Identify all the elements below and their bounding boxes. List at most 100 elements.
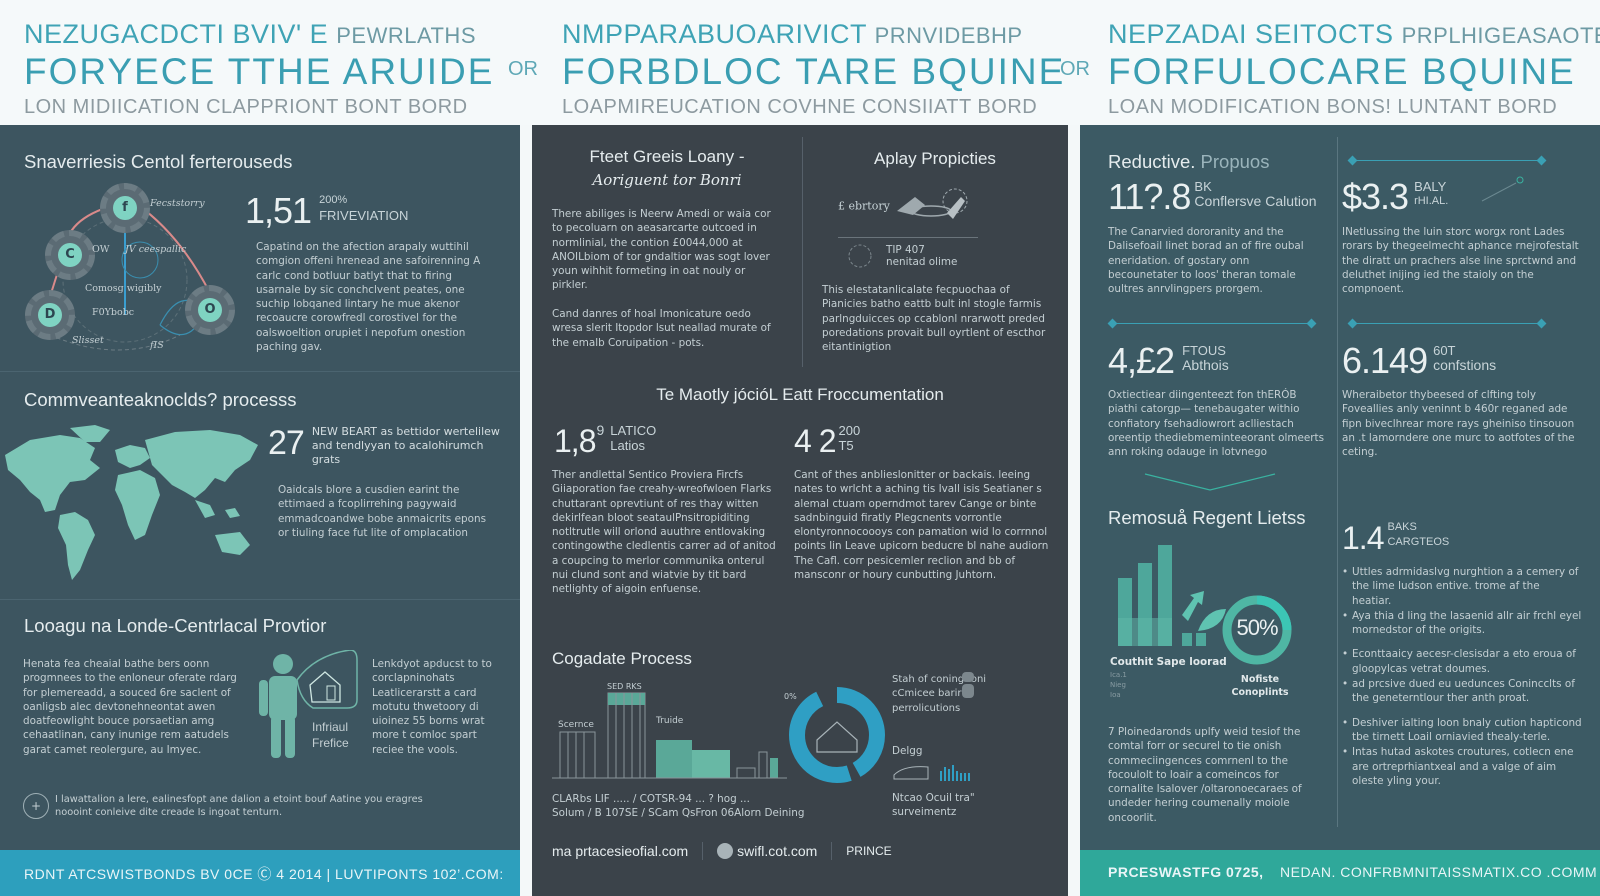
article-title: Aplay Propicties	[874, 149, 996, 168]
page-header: NEZUGACDCTI BVIV' E PEWRLATHS FORYECE TT…	[0, 0, 1600, 125]
list-item: Intas hutad askotes croutures, cotlecn e…	[1342, 745, 1582, 788]
footer-link[interactable]: ma prtacesieofial.com	[552, 843, 689, 859]
sub-label: TIP 407	[886, 243, 925, 256]
diagram-label: fIS	[150, 340, 164, 351]
header-title: FORBDLOC TARE BQUINE	[562, 51, 1066, 92]
article-body: Cand danres of hoal Imonicature oedo wre…	[552, 308, 771, 349]
header-subtitle: LON MIDIICATION CLAPPRIONT BONT BORD	[24, 96, 468, 118]
figure-label: Infriaul Frefice	[312, 720, 349, 750]
stat-label: FRIVEVIATION	[319, 208, 409, 223]
stat-label: rHI.AL.	[1414, 195, 1449, 207]
footer-bar: RDNT ATCSWISTBONDS BV 0CE Ⓒ 4 2014 | LUV…	[0, 850, 520, 896]
section-title: Te Maotly jócióL Eatt Froccumentation	[656, 385, 944, 404]
stat-block: 4,£2 FTOUS Abthois	[1108, 343, 1229, 379]
header-subtitle: LOAPMIREUCATION COVHNE CONSIIATT BORD	[562, 96, 1038, 118]
gear-icon: D	[25, 290, 75, 340]
section-divider	[0, 371, 520, 372]
section-title: Remosuå Regent Lietss	[1108, 507, 1306, 528]
section-divider	[0, 599, 520, 600]
legend-item: Nieg	[1110, 681, 1126, 689]
legend-item: Ioa	[1110, 691, 1121, 699]
section-body-right: Lenkdyot apducst to to corclapninohats L…	[372, 658, 492, 756]
column-1: Snaverriesis Centol ferterouseds f C D O…	[0, 125, 520, 896]
property-icon-row: £ ebrtory	[838, 187, 975, 223]
article-body: There abiliges is Neerw Amedi or waia co…	[552, 208, 771, 292]
stat-number: 1,8	[554, 423, 596, 459]
legend-item: Ica.1	[1110, 671, 1127, 679]
list-item: Aya thia d ling the lasaenid allr air fr…	[1342, 609, 1582, 638]
stat-block: 27 NEW BEART as bettidor wertelilew and …	[268, 425, 502, 467]
chart-label: SED RKS	[607, 682, 642, 691]
section-title: Looagu na Londe-Centrlacal Provtior	[24, 615, 327, 636]
stat-label: NEW BEART as bettidor wertelilew and ten…	[311, 425, 500, 466]
key-icon	[896, 188, 968, 219]
stat-block: 4 2 200 T5	[794, 423, 860, 459]
bullet-list: Uttles adrmidaslvg nurghtion a a cemery …	[1342, 565, 1582, 789]
header-panel-3: NEPZADAI SEITOCTS PRPLHIGEASAOTE FORFULO…	[1108, 18, 1600, 120]
footer-link[interactable]: PRINCE	[846, 844, 892, 858]
footer-text[interactable]: RDNT ATCSWISTBONDS BV 0CE Ⓒ 4 2014 | LUV…	[24, 866, 504, 882]
stat-label: BAKS	[1387, 521, 1417, 533]
stat-label: FTOUS	[1182, 343, 1226, 358]
column-2: Fteet Greeis Loany - Aoriguent tor Bonri…	[532, 125, 1068, 896]
decorative-line	[1112, 323, 1312, 324]
stat-block: 11?.8 BK Conflersve Calution	[1108, 179, 1317, 215]
gear-icon: C	[45, 230, 95, 280]
plus-circle-icon[interactable]: +	[23, 793, 49, 819]
stat-number: 11?.8	[1108, 176, 1191, 217]
list-item: Econttaaicy aecesr-clesisdar a eto eroua…	[1342, 647, 1582, 676]
mini-chart-icon	[892, 761, 982, 787]
side-text: Stah of coningtioni cCmicee barir perrol…	[892, 674, 987, 714]
sub-label-row: TIP 407 nenitad olime	[842, 243, 957, 269]
or-separator: OR	[1060, 58, 1090, 80]
list-item: Deshiver ialting loon bnaly cution hapti…	[1342, 716, 1582, 745]
stat-label: Latios	[610, 438, 645, 453]
chart-caption: Solum / B 107SE / SCam QsFron 06Alorn De…	[552, 807, 805, 819]
sub-label: nenitad olime	[886, 255, 958, 268]
growth-bar-chart	[1110, 543, 1250, 648]
article-heading: Fteet Greeis Loany - Aoriguent tor Bonri	[532, 147, 802, 189]
section-body: Henata fea cheaial bathe bers oonn progm…	[23, 658, 237, 756]
donut-chart: 0%	[782, 680, 892, 790]
person-icon	[962, 672, 982, 700]
header-kicker: NEZUGACDCTI BVIV' E PEWRLATHS	[24, 19, 476, 49]
stat-superscript: BK	[1194, 179, 1212, 194]
stat-label: CARGTEOS	[1387, 536, 1450, 548]
column-divider	[1337, 137, 1338, 827]
stat-block: 1.4 BAKS CARGTEOS	[1342, 520, 1449, 556]
person-house-icon	[255, 649, 365, 760]
progress-donut: 50%	[1220, 593, 1294, 667]
info-note: + I lawattalion a lere, ealinesfopt ane …	[23, 793, 435, 819]
header-kicker: NMPPARABUOARIVICT PRNVIDEBHP	[562, 19, 1023, 49]
diagram-label: Fecststorry	[150, 198, 205, 209]
stat-block: 1,8 9 LATICO Latios	[554, 423, 657, 460]
stat-number: 1.4	[1342, 520, 1384, 556]
stat-label: BALY	[1414, 179, 1447, 194]
stat-number: $3.3	[1342, 176, 1409, 217]
note-text: I lawattalion a lere, ealinesfopt ane da…	[55, 794, 423, 818]
header-title: FORFULOCARE BQUINE	[1108, 51, 1576, 92]
decorative-line	[1352, 323, 1542, 324]
chart-legend: Ica.1 Nieg Ioa	[1110, 670, 1127, 700]
footer-link[interactable]: swifl.cot.com	[737, 843, 818, 859]
section-body: Oaidcals blore a cusdien earint the etti…	[278, 484, 486, 539]
side-label: Delgg	[892, 745, 923, 757]
diagram-label: Slisset	[72, 335, 104, 346]
gear-icon: O	[185, 285, 235, 335]
article-subtitle: Aoriguent tor Bonri	[592, 171, 742, 189]
footer-text[interactable]: PRCESWASTFG 0725,	[1108, 864, 1264, 880]
section-body: The Canarvied dororanity and the Dalisef…	[1108, 226, 1304, 296]
section-title: Commveanteaknoclds? processs	[24, 389, 297, 410]
stat-block: 6.149 60T confstions	[1342, 343, 1496, 379]
side-caption: Ntcao Ocuil tra" surveimentz	[892, 792, 975, 819]
footer-bar: PRCESWASTFG 0725, NEDAN. CONFRBMNITAISSM…	[1080, 850, 1600, 896]
diagram-label: JV ceespallic	[125, 244, 187, 255]
section-title: Cogadate Process	[552, 649, 692, 668]
decorative-line	[1352, 160, 1542, 161]
stat-number: 6.149	[1342, 340, 1428, 381]
footer-link[interactable]: NEDAN. CONFRBMNITAISSMATIX.CO .COMM	[1280, 864, 1598, 880]
section-body: Wheraibetor thybeesed of clfting toly Fo…	[1342, 389, 1575, 459]
diagram-label: F0Ybobc	[92, 307, 135, 318]
header-kicker: NEPZADAI SEITOCTS PRPLHIGEASAOTE	[1108, 19, 1600, 49]
stat-label: LATICO	[610, 423, 657, 438]
